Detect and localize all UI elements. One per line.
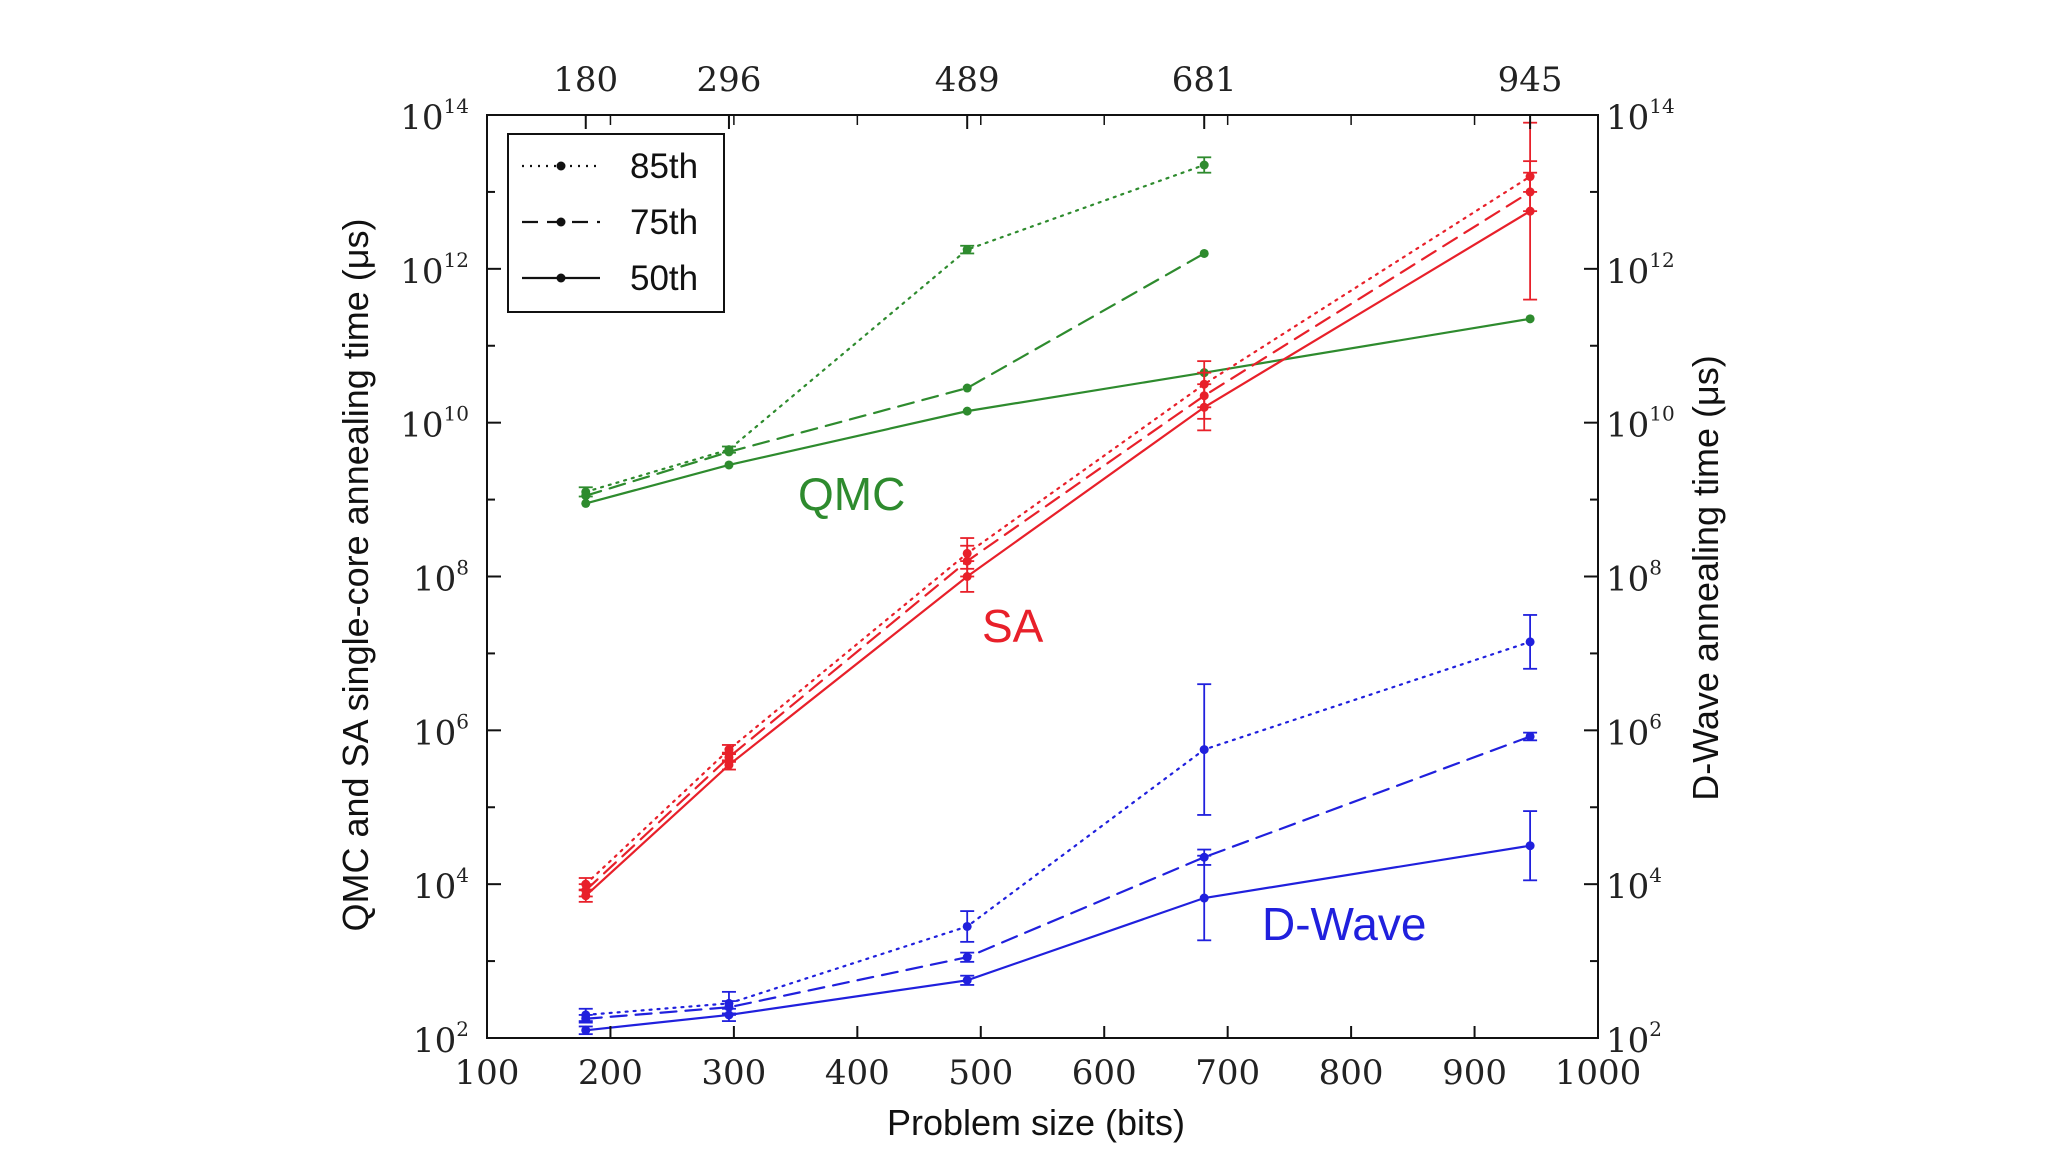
data-point xyxy=(962,952,972,962)
series-line xyxy=(584,735,1532,1020)
y-tick-label-left: 106 xyxy=(413,709,469,753)
data-point xyxy=(1199,402,1209,412)
y-tick-label-left: 104 xyxy=(413,863,469,907)
y-tick-label-right: 102 xyxy=(1606,1017,1662,1061)
data-point xyxy=(581,1014,591,1024)
x-tick-label: 500 xyxy=(948,1053,1013,1093)
x-axis-title: Problem size (bits) xyxy=(887,1102,1185,1143)
legend-label: 75th xyxy=(630,203,698,242)
y-axis-left-title: QMC and SA single-core annealing time (μ… xyxy=(335,218,376,931)
series-group xyxy=(578,121,1538,1036)
series-d-wave-75th xyxy=(578,731,1538,1024)
x-tick-label: 700 xyxy=(1195,1053,1260,1093)
legend: 85th 75th 50th xyxy=(507,133,725,313)
data-point xyxy=(1199,160,1209,170)
x-tick-label: 800 xyxy=(1319,1053,1384,1093)
series-line xyxy=(584,210,1532,897)
data-point xyxy=(1199,893,1209,903)
data-point xyxy=(962,975,972,985)
annotation-qmc: QMC xyxy=(798,468,905,520)
top-tick-label: 681 xyxy=(1172,60,1237,100)
data-point xyxy=(962,921,972,931)
series-line xyxy=(584,252,1206,497)
series-qmc-50th xyxy=(581,314,1535,508)
legend-marker xyxy=(556,161,566,171)
top-tick-label: 489 xyxy=(935,60,1000,100)
data-point xyxy=(962,406,972,416)
data-point xyxy=(1199,248,1209,258)
x-tick-label: 300 xyxy=(701,1053,766,1093)
data-point xyxy=(581,1025,591,1035)
y-tick-label-right: 1012 xyxy=(1606,248,1675,292)
series-qmc-75th xyxy=(581,248,1209,501)
series-d-wave-50th xyxy=(578,810,1538,1036)
x-tick-label: 400 xyxy=(825,1053,890,1093)
annotation-d-wave: D-Wave xyxy=(1262,898,1426,950)
data-point xyxy=(724,1010,734,1020)
series-line xyxy=(584,163,1206,493)
legend-marker xyxy=(556,217,566,227)
data-point xyxy=(1525,841,1535,851)
data-point xyxy=(724,447,734,457)
data-point xyxy=(1525,206,1535,216)
data-point xyxy=(1525,314,1535,324)
y-tick-label-right: 108 xyxy=(1606,556,1662,600)
x-tick-label: 200 xyxy=(578,1053,643,1093)
series-line xyxy=(584,175,1532,886)
series-line xyxy=(584,640,1532,1017)
top-tick-label: 296 xyxy=(696,60,761,100)
top-tick-label: 180 xyxy=(553,60,618,100)
y-tick-label-right: 1014 xyxy=(1606,94,1675,138)
x-tick-label: 100 xyxy=(455,1053,520,1093)
data-point xyxy=(581,891,591,901)
series-d-wave-85th xyxy=(578,614,1538,1022)
y-tick-label-left: 108 xyxy=(413,556,469,600)
legend-marker xyxy=(556,273,566,283)
y-tick-label-left: 1012 xyxy=(400,248,469,292)
data-point xyxy=(581,491,591,501)
data-point xyxy=(581,498,591,508)
annotation-sa: SA xyxy=(982,600,1044,652)
y-tick-label-right: 1010 xyxy=(1606,402,1675,446)
y-tick-label-left: 1014 xyxy=(400,94,469,138)
data-point xyxy=(1199,745,1209,755)
x-tick-label: 900 xyxy=(1442,1053,1507,1093)
legend-label: 50th xyxy=(630,259,698,298)
data-point xyxy=(962,245,972,255)
legend-label: 85th xyxy=(630,147,698,186)
y-axis-right-title: D-Wave annealing time (μs) xyxy=(1685,355,1726,801)
data-point xyxy=(1525,731,1535,741)
x-tick-label: 1000 xyxy=(1555,1053,1642,1093)
y-tick-label-right: 104 xyxy=(1606,863,1662,907)
data-point xyxy=(962,383,972,393)
series-line xyxy=(584,317,1532,505)
series-sa-50th xyxy=(578,121,1538,903)
y-tick-label-left: 1010 xyxy=(400,402,469,446)
top-tick-label: 945 xyxy=(1498,60,1563,100)
y-tick-label-right: 106 xyxy=(1606,709,1662,753)
data-point xyxy=(1525,637,1535,647)
data-point xyxy=(724,460,734,470)
data-point xyxy=(724,760,734,770)
data-point xyxy=(962,572,972,581)
x-tick-label: 600 xyxy=(1072,1053,1137,1093)
legend-box xyxy=(507,133,725,313)
annotations: QMC SA D-Wave xyxy=(798,468,1426,950)
